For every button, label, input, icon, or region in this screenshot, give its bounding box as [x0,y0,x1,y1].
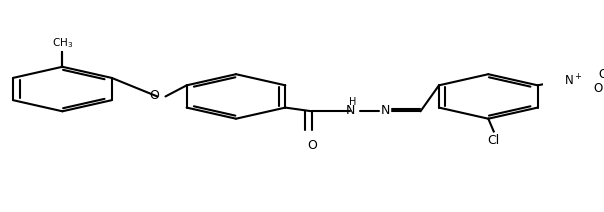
Text: O: O [598,68,604,81]
Text: Cl: Cl [487,134,500,146]
Text: CH$_3$: CH$_3$ [52,36,73,50]
Text: O: O [307,139,317,152]
Text: N: N [381,104,390,117]
Text: N: N [345,104,355,117]
Text: H: H [349,97,356,107]
Text: O$^-$: O$^-$ [593,82,604,95]
Text: N$^+$: N$^+$ [564,73,582,89]
Text: O: O [150,89,159,102]
